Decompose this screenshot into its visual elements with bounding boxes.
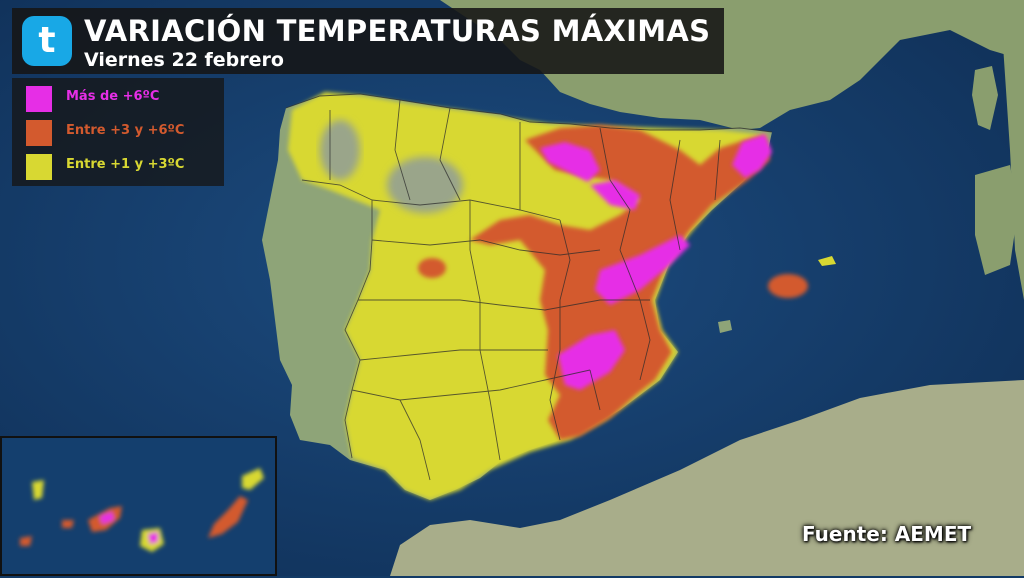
corsica-island	[972, 66, 998, 130]
legend-item-over6: Más de +6ºC	[26, 82, 216, 112]
el-hierro-island	[20, 536, 32, 546]
fuerteventura-island	[208, 496, 248, 538]
title-panel: t VARIACIÓN TEMPERATURAS MÁXIMAS Viernes…	[12, 8, 724, 74]
lanzarote-island	[242, 468, 264, 490]
legend-swatch-3to6	[26, 120, 52, 146]
legend-label-3to6: Entre +3 y +6ºC	[66, 123, 185, 138]
province-borders	[285, 93, 773, 481]
la-gomera-island	[62, 520, 74, 528]
menorca-island	[818, 256, 836, 266]
legend-item-3to6: Entre +3 y +6ºC	[26, 116, 216, 146]
canary-islands-map	[2, 438, 275, 574]
page-title: VARIACIÓN TEMPERATURAS MÁXIMAS	[84, 14, 711, 48]
region-over6-aragon	[590, 180, 640, 210]
legend-swatch-1to3	[26, 154, 52, 180]
legend-label-1to3: Entre +1 y +3ºC	[66, 157, 185, 172]
brand-logo[interactable]: t	[22, 16, 72, 66]
legend-label-over6: Más de +6ºC	[66, 89, 160, 104]
tenerife-center	[100, 512, 114, 524]
page-subtitle: Viernes 22 febrero	[84, 49, 284, 71]
ibiza-island	[718, 320, 732, 333]
source-credit: Fuente: AEMET	[802, 522, 972, 546]
sardinia-island	[975, 165, 1018, 275]
africa-landmass	[390, 380, 1024, 576]
region-plus3-6-madrid	[418, 258, 446, 278]
region-over6-catalonia	[732, 134, 772, 178]
legend-swatch-over6	[26, 86, 52, 112]
region-nochange-duero	[387, 157, 463, 213]
italy-edge	[1000, 0, 1024, 300]
region-nochange-galicia	[320, 120, 360, 180]
canary-islands-inset	[0, 436, 277, 576]
brand-logo-letter: t	[38, 20, 56, 61]
legend: Más de +6ºC Entre +3 y +6ºC Entre +1 y +…	[12, 78, 224, 186]
region-plus3-6-mallorca	[768, 274, 808, 298]
region-over6-murcia	[558, 330, 625, 390]
gran-canaria-center	[148, 532, 158, 544]
region-over6-navarra	[540, 142, 600, 182]
legend-item-1to3: Entre +1 y +3ºC	[26, 150, 216, 180]
region-over6-valencia	[595, 235, 690, 305]
la-palma-island	[32, 480, 44, 500]
